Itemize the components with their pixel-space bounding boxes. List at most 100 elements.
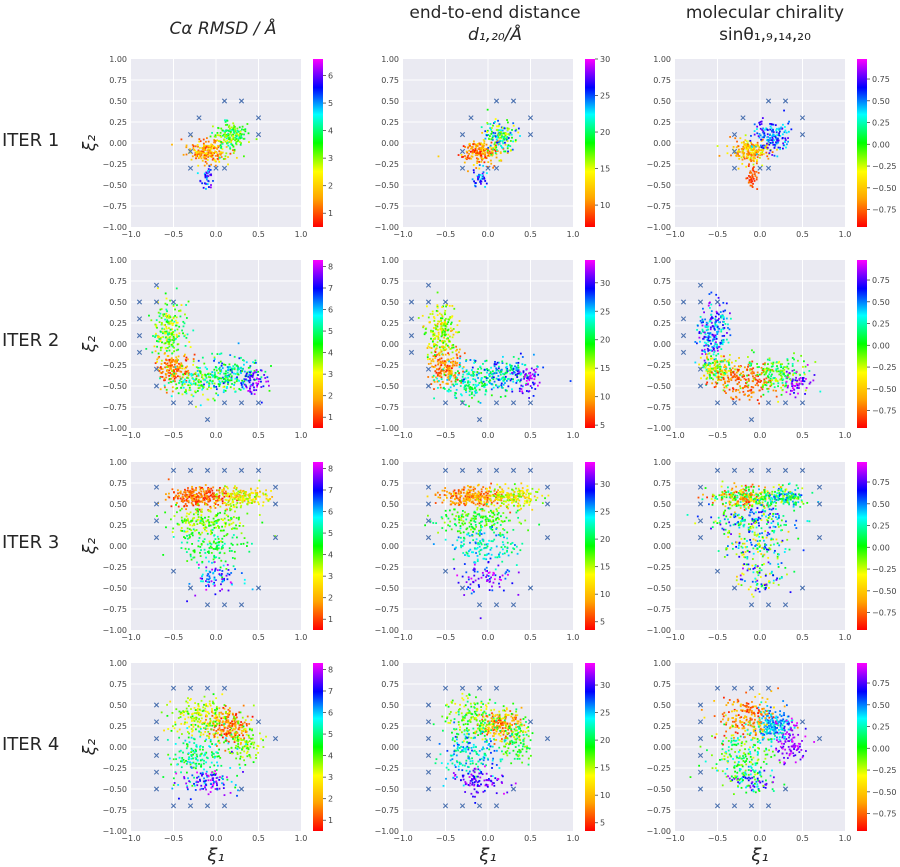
data-point bbox=[208, 581, 211, 583]
data-point bbox=[157, 335, 160, 338]
data-point bbox=[199, 551, 201, 554]
data-point bbox=[761, 388, 764, 391]
data-point bbox=[209, 542, 211, 545]
data-point bbox=[445, 344, 447, 347]
data-point bbox=[451, 305, 454, 307]
data-point bbox=[475, 157, 478, 160]
data-point bbox=[447, 373, 450, 376]
data-point bbox=[769, 379, 772, 382]
data-point bbox=[699, 356, 702, 359]
seed-marker bbox=[757, 165, 763, 171]
data-point bbox=[210, 152, 213, 155]
data-point bbox=[200, 157, 203, 160]
x-tick-label: −1.0 bbox=[393, 230, 412, 239]
data-point bbox=[444, 363, 447, 366]
data-point bbox=[189, 555, 192, 558]
seed-marker bbox=[136, 316, 143, 322]
data-point bbox=[500, 131, 502, 134]
data-point bbox=[774, 379, 777, 382]
data-point bbox=[193, 493, 196, 496]
data-point bbox=[708, 336, 711, 338]
data-point bbox=[215, 522, 218, 524]
data-point bbox=[753, 156, 755, 159]
data-point bbox=[761, 138, 764, 141]
data-point bbox=[175, 333, 178, 336]
data-point bbox=[795, 382, 798, 385]
data-point bbox=[239, 489, 242, 492]
data-point bbox=[181, 500, 184, 502]
data-point bbox=[761, 117, 764, 119]
data-point bbox=[217, 538, 220, 540]
y-tick-label: 0.75 bbox=[381, 277, 399, 286]
data-point bbox=[716, 312, 718, 315]
data-point bbox=[444, 487, 447, 489]
data-point bbox=[785, 146, 787, 149]
data-point bbox=[762, 147, 765, 150]
data-point bbox=[443, 322, 446, 325]
seed-marker bbox=[238, 602, 245, 608]
colorbar-tick-label: 5 bbox=[328, 327, 333, 336]
colorbar-tick-label: 15 bbox=[600, 165, 610, 174]
data-point bbox=[787, 140, 789, 143]
y-tick-label: 1.00 bbox=[381, 458, 399, 467]
data-point bbox=[207, 573, 210, 575]
data-point bbox=[460, 491, 463, 494]
data-point bbox=[792, 384, 794, 387]
data-point bbox=[743, 156, 745, 159]
data-point bbox=[798, 379, 801, 382]
data-point bbox=[710, 342, 712, 345]
colorbar-tick-label: 20 bbox=[600, 128, 610, 137]
data-point bbox=[480, 372, 483, 374]
data-point bbox=[757, 148, 760, 151]
data-point bbox=[171, 488, 174, 491]
seed-marker bbox=[153, 366, 160, 372]
data-point bbox=[210, 174, 213, 177]
data-point bbox=[195, 502, 198, 504]
data-point bbox=[242, 492, 245, 495]
data-point bbox=[228, 547, 231, 550]
data-point bbox=[177, 366, 179, 369]
data-point bbox=[253, 369, 256, 372]
data-point bbox=[494, 120, 496, 123]
data-point bbox=[735, 154, 738, 157]
data-point bbox=[507, 377, 510, 380]
data-point bbox=[221, 141, 224, 144]
data-point bbox=[183, 530, 186, 533]
data-point bbox=[720, 328, 723, 331]
data-point bbox=[425, 331, 427, 334]
data-point bbox=[738, 391, 741, 394]
data-point bbox=[251, 542, 253, 545]
data-point bbox=[200, 500, 203, 503]
data-point bbox=[214, 579, 217, 582]
data-point bbox=[245, 373, 248, 376]
data-point bbox=[710, 321, 713, 324]
data-point bbox=[188, 491, 191, 494]
seed-marker bbox=[765, 400, 772, 406]
data-point bbox=[221, 529, 224, 532]
data-point bbox=[795, 376, 797, 379]
data-point bbox=[217, 512, 219, 515]
data-point bbox=[487, 505, 490, 508]
data-point bbox=[198, 378, 200, 381]
data-point bbox=[453, 489, 456, 492]
data-point bbox=[444, 309, 447, 312]
y-tick-label: 0.50 bbox=[381, 298, 399, 307]
data-point bbox=[787, 362, 790, 365]
data-point bbox=[227, 136, 230, 139]
data-point bbox=[234, 485, 236, 488]
data-point bbox=[233, 125, 236, 128]
data-point bbox=[779, 134, 782, 137]
data-point bbox=[722, 316, 725, 319]
data-point bbox=[232, 130, 235, 133]
data-point bbox=[223, 381, 226, 384]
data-point bbox=[441, 334, 444, 337]
data-point bbox=[158, 355, 161, 358]
data-point bbox=[208, 523, 210, 525]
data-point bbox=[173, 339, 175, 342]
data-point bbox=[492, 124, 494, 127]
data-point bbox=[210, 529, 212, 532]
data-point bbox=[220, 141, 223, 143]
data-point bbox=[712, 372, 714, 375]
data-point bbox=[479, 499, 482, 502]
data-point bbox=[746, 154, 749, 157]
